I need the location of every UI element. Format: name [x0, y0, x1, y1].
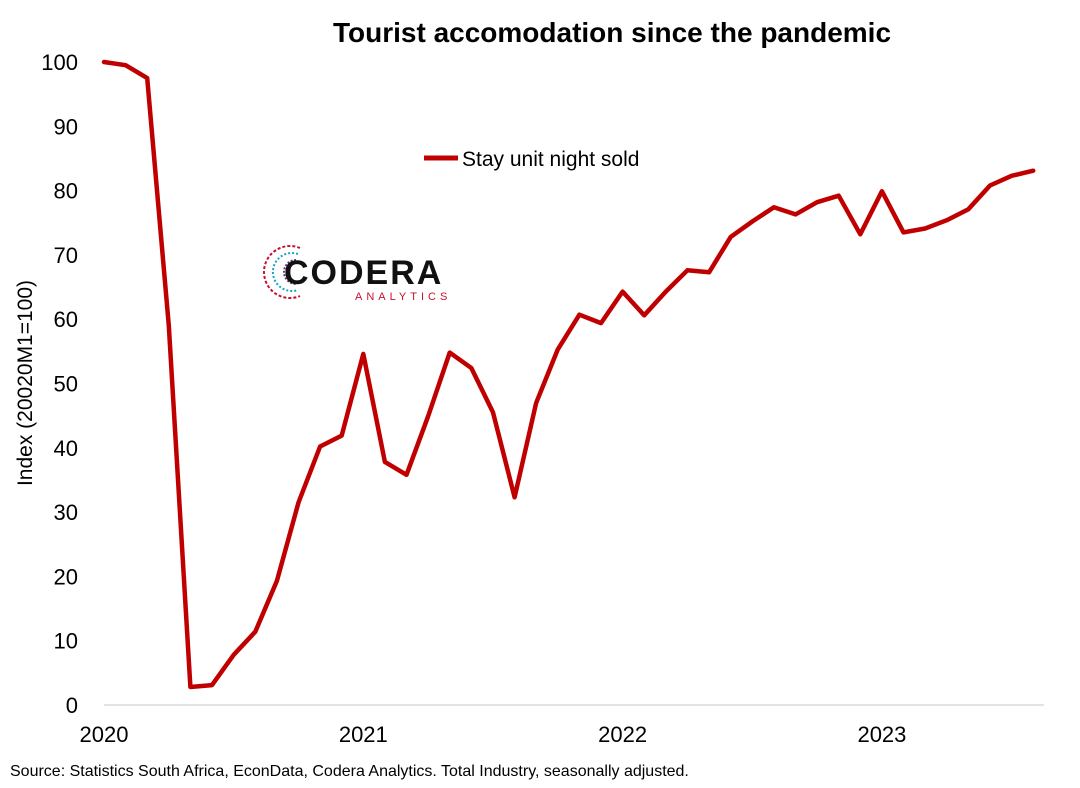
y-tick-label: 80 [54, 179, 78, 204]
x-axis: 2020 2021 2022 2023 [80, 722, 907, 747]
data-point [534, 401, 538, 405]
data-point [556, 347, 560, 351]
data-point [145, 76, 149, 80]
codera-logo: CODERA ANALYTICS [263, 245, 451, 303]
data-point [491, 410, 495, 414]
data-point [577, 313, 581, 317]
logo-wordmark: CODERA [284, 254, 443, 292]
data-point [253, 630, 257, 634]
data-point [318, 445, 322, 449]
data-point [513, 495, 517, 499]
data-point [880, 189, 884, 193]
data-point [988, 184, 992, 188]
data-point [167, 324, 171, 328]
logo-emblem [263, 245, 301, 299]
data-point [297, 501, 301, 505]
data-point [966, 207, 970, 211]
legend: Stay unit night sold [424, 148, 639, 171]
data-point [750, 220, 754, 224]
x-tick-label: 2022 [598, 722, 647, 747]
data-point [448, 351, 452, 355]
y-tick-label: 90 [54, 114, 78, 139]
data-point [426, 414, 430, 418]
y-tick-label: 70 [54, 243, 78, 268]
data-point [707, 270, 711, 274]
y-axis: 0 10 20 30 40 50 60 70 80 90 100 [41, 50, 78, 718]
y-tick-label: 0 [66, 693, 78, 718]
logo-subtitle: ANALYTICS [355, 291, 451, 303]
x-tick-label: 2023 [857, 722, 906, 747]
data-point [642, 313, 646, 317]
legend-label: Stay unit night sold [462, 148, 639, 171]
y-tick-label: 50 [54, 372, 78, 397]
series-line-stay-unit-night-sold [101, 59, 1036, 690]
data-point [794, 212, 798, 216]
data-point [469, 366, 473, 370]
data-point [858, 232, 862, 236]
data-point [405, 473, 409, 477]
data-point [664, 290, 668, 294]
x-tick-label: 2020 [80, 722, 129, 747]
y-tick-label: 20 [54, 564, 78, 589]
data-point [815, 200, 819, 204]
data-point [340, 434, 344, 438]
y-tick-label: 100 [41, 50, 78, 75]
data-point [621, 290, 625, 294]
x-tick-label: 2021 [339, 722, 388, 747]
data-point [837, 194, 841, 198]
data-point [772, 205, 776, 209]
y-tick-label: 40 [54, 436, 78, 461]
data-point [1031, 169, 1035, 173]
y-tick-label: 10 [54, 629, 78, 654]
data-point [945, 218, 949, 222]
y-tick-label: 60 [54, 307, 78, 332]
data-point [210, 683, 214, 687]
data-point [232, 653, 236, 657]
data-point [902, 230, 906, 234]
data-point [124, 63, 128, 67]
y-axis-label: Index (20020M1=100) [14, 280, 37, 486]
chart-title: Tourist accomodation since the pandemic [333, 17, 891, 48]
data-point [383, 460, 387, 464]
data-point [102, 60, 106, 64]
data-point [599, 321, 603, 325]
y-tick-label: 30 [54, 500, 78, 525]
data-point [685, 268, 689, 272]
data-point [188, 685, 192, 689]
data-point [923, 227, 927, 231]
data-point [361, 352, 365, 356]
data-point [1010, 174, 1014, 178]
data-point [729, 235, 733, 239]
source-note: Source: Statistics South Africa, EconDat… [10, 763, 689, 780]
data-point [275, 579, 279, 583]
